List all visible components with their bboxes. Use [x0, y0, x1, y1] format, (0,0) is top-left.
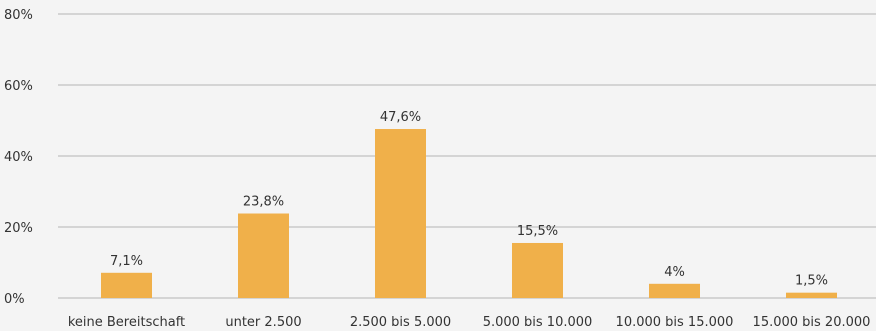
y-tick-label: 20% — [4, 221, 33, 236]
y-tick-label: 0% — [4, 292, 25, 307]
bar-6 — [786, 292, 837, 298]
x-tick-label: 2.500 bis 5.000 — [350, 315, 451, 330]
bar-5 — [649, 283, 700, 298]
gridlines — [58, 13, 876, 299]
x-tick-label: keine Bereitschaft — [68, 315, 185, 330]
data-labels: 7,1% 23,8% 47,6% 15,5% 4% 1,5% — [110, 110, 828, 289]
x-tick-label: 10.000 bis 15.000 — [616, 315, 734, 330]
bar-4 — [512, 242, 563, 298]
x-tick-label: 15.000 bis 20.000 — [753, 315, 871, 330]
data-label: 47,6% — [380, 110, 421, 125]
bar-1 — [101, 272, 152, 298]
data-label: 4% — [664, 265, 685, 280]
y-axis-ticks: 0% 20% 40% 60% 80% — [4, 8, 33, 307]
x-tick-label: unter 2.500 — [225, 315, 301, 330]
bar-2 — [238, 213, 289, 298]
data-label: 7,1% — [110, 254, 143, 269]
data-label: 15,5% — [517, 224, 558, 239]
x-tick-label: 5.000 bis 10.000 — [483, 315, 593, 330]
data-label: 1,5% — [795, 274, 828, 289]
bars — [101, 129, 837, 298]
y-tick-label: 60% — [4, 79, 33, 94]
bar-3 — [375, 129, 426, 298]
y-tick-label: 80% — [4, 8, 33, 23]
y-tick-label: 40% — [4, 150, 33, 165]
data-label: 23,8% — [243, 195, 284, 210]
x-axis-labels: keine Bereitschaft unter 2.500 2.500 bis 5… — [68, 315, 871, 330]
